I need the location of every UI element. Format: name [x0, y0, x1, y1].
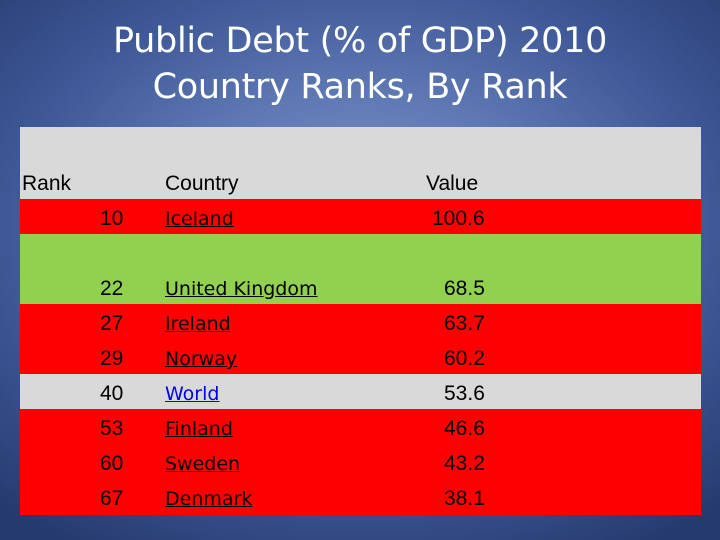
- table-row-denmark: 67 Denmark 38.1: [20, 479, 701, 515]
- rank-cell: 60: [100, 452, 124, 475]
- value-cell: 38.1: [444, 487, 485, 510]
- country-link-iceland[interactable]: Iceland: [165, 208, 234, 230]
- table-row-sweden: 60 Sweden 43.2: [20, 444, 701, 479]
- slide-title: Public Debt (% of GDP) 2010 Country Rank…: [0, 18, 720, 110]
- table-row-ireland: 27 Ireland 63.7: [20, 304, 701, 339]
- value-cell: 100.6: [432, 207, 485, 230]
- country-link-norway[interactable]: Norway: [165, 348, 238, 370]
- title-line-2: Country Ranks, By Rank: [152, 67, 568, 107]
- title-line-1: Public Debt (% of GDP) 2010: [112, 21, 608, 61]
- table-row-iceland: 10 Iceland 100.6: [20, 199, 701, 234]
- rank-cell: 40: [100, 382, 124, 405]
- rank-header: Rank: [22, 172, 72, 195]
- debt-table: Rank Country Value 10 Iceland 100.6 22 U…: [20, 127, 701, 515]
- value-cell: 43.2: [444, 452, 485, 475]
- rank-cell: 27: [100, 312, 124, 335]
- rank-cell: 22: [100, 277, 124, 300]
- table-row-world: 40 World 53.6: [20, 374, 701, 409]
- rank-cell: 53: [100, 417, 124, 440]
- country-header: Country: [165, 172, 239, 195]
- country-link-world[interactable]: World: [165, 383, 220, 405]
- value-cell: 68.5: [444, 277, 485, 300]
- table-row-united-kingdom: 22 United Kingdom 68.5: [20, 234, 701, 304]
- value-cell: 53.6: [444, 382, 485, 405]
- rank-cell: 29: [100, 347, 124, 370]
- country-link-sweden[interactable]: Sweden: [165, 453, 241, 475]
- table-header-row: Rank Country Value: [20, 127, 701, 199]
- country-link-finland[interactable]: Finland: [165, 418, 233, 440]
- table-row-norway: 29 Norway 60.2: [20, 339, 701, 374]
- value-cell: 63.7: [444, 312, 485, 335]
- value-header: Value: [426, 172, 479, 195]
- country-link-denmark[interactable]: Denmark: [165, 488, 253, 510]
- country-link-united-kingdom[interactable]: United Kingdom: [165, 278, 318, 300]
- country-link-ireland[interactable]: Ireland: [165, 313, 231, 335]
- rank-cell: 10: [100, 207, 124, 230]
- value-cell: 60.2: [444, 347, 485, 370]
- table-row-finland: 53 Finland 46.6: [20, 409, 701, 444]
- rank-cell: 67: [100, 487, 124, 510]
- value-cell: 46.6: [444, 417, 485, 440]
